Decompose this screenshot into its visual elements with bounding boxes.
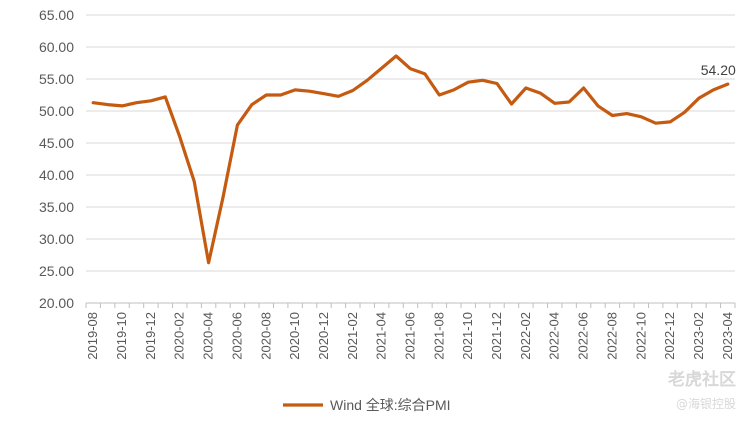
x-tick-label: 2021-02 [345,312,360,360]
x-axis-ticks: 2019-08 2019-10 2019-12 2020-02 2020-04 2020-… [85,303,736,360]
x-tick-label: 2022-08 [604,312,619,360]
y-tick-label: 25.00 [39,263,74,279]
x-tick-label: 2023-04 [720,312,735,360]
watermark-tiger-community: 老虎社区 [668,370,736,390]
y-tick-label: 55.00 [39,71,74,87]
y-tick-label: 50.00 [39,103,74,119]
x-tick-label: 2020-08 [258,312,273,360]
series-line [91,54,730,265]
x-tick-label: 2020-10 [287,312,302,360]
y-tick-label: 45.00 [39,135,74,151]
x-tick-label: 2022-12 [662,312,677,360]
x-tick-label: 2021-12 [489,312,504,360]
x-tick-label: 2020-12 [316,312,331,360]
legend: Wind 全球:综合PMI [283,397,451,413]
x-tick-label: 2023-02 [691,312,706,360]
x-tick-label: 2020-04 [201,312,216,360]
y-axis-ticks: 20.00 25.00 30.00 35.00 40.00 45.00 50.00 55.00… [39,7,74,311]
y-tick-label: 30.00 [39,231,74,247]
x-tick-label: 2022-10 [633,312,648,360]
x-tick-label: 2022-04 [547,312,562,360]
y-tick-label: 60.00 [39,39,74,55]
y-tick-label: 20.00 [39,295,74,311]
x-tick-label: 2019-08 [85,312,100,360]
x-tick-label: 2019-10 [114,312,129,360]
x-tick-label: 2021-04 [374,312,389,360]
y-tick-label: 40.00 [39,167,74,183]
data-labels: 54.20 [701,62,736,78]
watermark-handle: @海银控股 [675,397,736,411]
data-label: 54.20 [701,62,736,78]
x-tick-label: 2019-12 [143,312,158,360]
x-tick-label: 2021-06 [403,312,418,360]
x-tick-label: 2020-02 [172,312,187,360]
y-tick-label: 35.00 [39,199,74,215]
grid-lines [86,14,735,272]
series-lines [91,54,730,265]
x-tick-label: 2021-10 [460,312,475,360]
x-tick-label: 2021-08 [431,312,446,360]
y-tick-label: 65.00 [39,7,74,23]
x-tick-label: 2022-06 [576,312,591,360]
legend-label: Wind 全球:综合PMI [330,397,451,413]
x-tick-label: 2022-02 [518,312,533,360]
x-tick-label: 2020-06 [229,312,244,360]
